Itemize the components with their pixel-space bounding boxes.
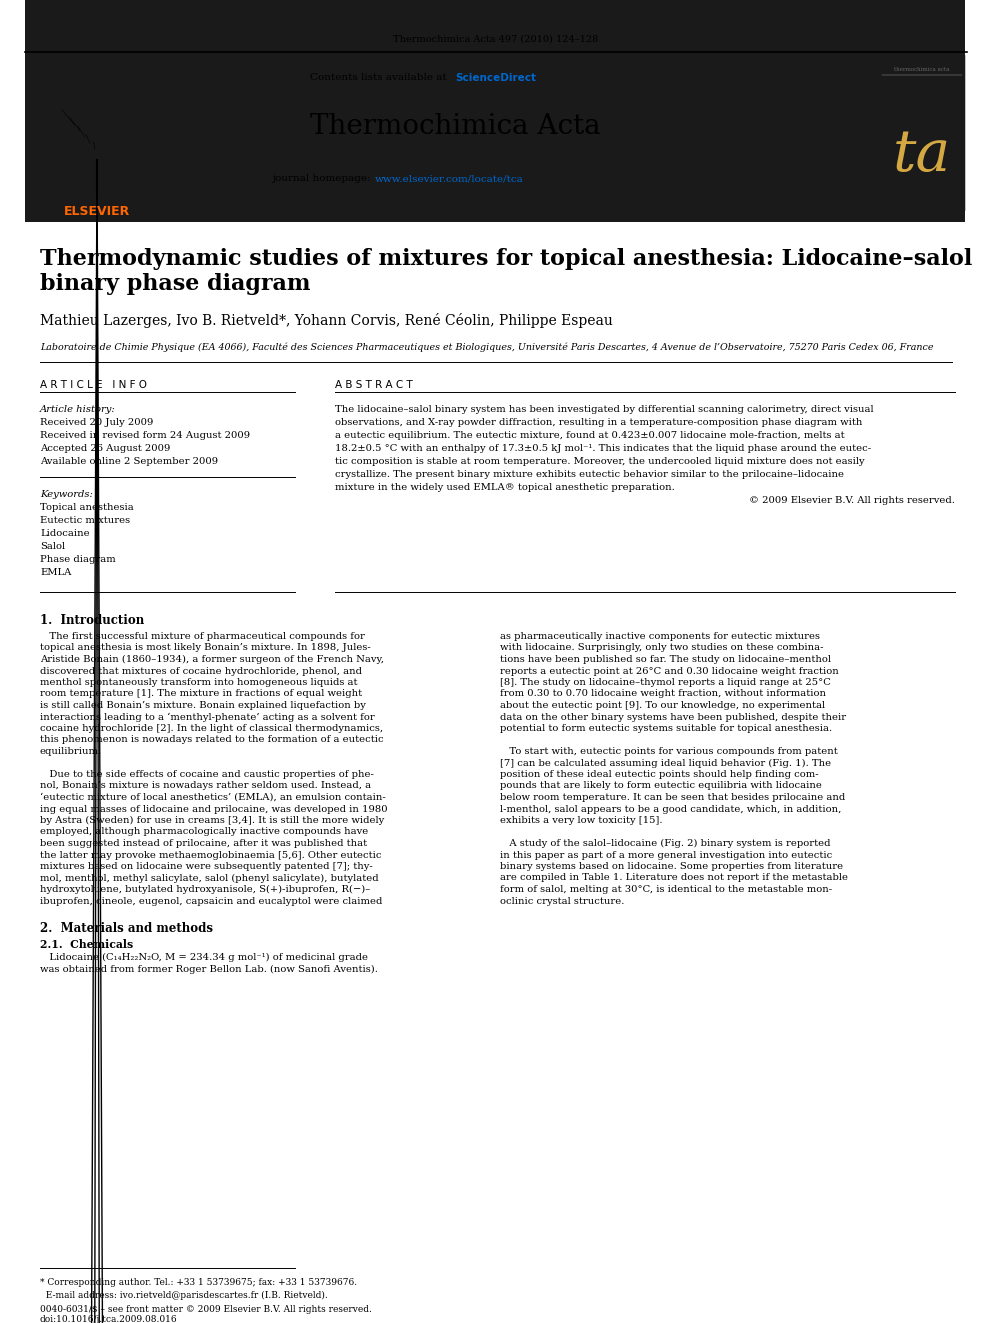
Text: position of these ideal eutectic points should help finding com-: position of these ideal eutectic points … bbox=[500, 770, 818, 779]
Text: The lidocaine–salol binary system has been investigated by differential scanning: The lidocaine–salol binary system has be… bbox=[335, 405, 874, 414]
Text: ScienceDirect: ScienceDirect bbox=[455, 73, 536, 83]
Text: Thermochimica Acta: Thermochimica Acta bbox=[310, 112, 600, 140]
Text: Available online 2 September 2009: Available online 2 September 2009 bbox=[40, 456, 218, 466]
Text: mol, menthol, methyl salicylate, salol (phenyl salicylate), butylated: mol, menthol, methyl salicylate, salol (… bbox=[40, 873, 379, 882]
Text: Article history:: Article history: bbox=[40, 405, 116, 414]
Text: doi:10.1016/j.tca.2009.08.016: doi:10.1016/j.tca.2009.08.016 bbox=[40, 1315, 178, 1323]
Text: © 2009 Elsevier B.V. All rights reserved.: © 2009 Elsevier B.V. All rights reserved… bbox=[749, 496, 955, 505]
Text: discovered that mixtures of cocaine hydrochloride, phenol, and: discovered that mixtures of cocaine hydr… bbox=[40, 667, 362, 676]
Text: ibuprofen, cineole, eugenol, capsaicin and eucalyptol were claimed: ibuprofen, cineole, eugenol, capsaicin a… bbox=[40, 897, 382, 905]
Text: Keywords:: Keywords: bbox=[40, 490, 93, 499]
Text: is still called Bonain’s mixture. Bonain explained liquefaction by: is still called Bonain’s mixture. Bonain… bbox=[40, 701, 366, 710]
Text: Contents lists available at: Contents lists available at bbox=[310, 73, 450, 82]
Text: observations, and X-ray powder diffraction, resulting in a temperature-compositi: observations, and X-ray powder diffracti… bbox=[335, 418, 862, 427]
Text: [7] can be calculated assuming ideal liquid behavior (Fig. 1). The: [7] can be calculated assuming ideal liq… bbox=[500, 758, 831, 767]
Text: ing equal masses of lidocaine and prilocaine, was developed in 1980: ing equal masses of lidocaine and priloc… bbox=[40, 804, 388, 814]
Text: Received in revised form 24 August 2009: Received in revised form 24 August 2009 bbox=[40, 431, 250, 441]
Text: 2.  Materials and methods: 2. Materials and methods bbox=[40, 922, 213, 935]
Text: Lidocaine: Lidocaine bbox=[40, 529, 89, 538]
Text: menthol spontaneously transform into homogeneous liquids at: menthol spontaneously transform into hom… bbox=[40, 677, 357, 687]
Text: crystallize. The present binary mixture exhibits eutectic behavior similar to th: crystallize. The present binary mixture … bbox=[335, 470, 844, 479]
Text: ELSEVIER: ELSEVIER bbox=[63, 205, 130, 218]
Text: form of salol, melting at 30°C, is identical to the metastable mon-: form of salol, melting at 30°C, is ident… bbox=[500, 885, 832, 894]
Text: Thermodynamic studies of mixtures for topical anesthesia: Lidocaine–salol
binary: Thermodynamic studies of mixtures for to… bbox=[40, 247, 972, 295]
Text: room temperature [1]. The mixture in fractions of equal weight: room temperature [1]. The mixture in fra… bbox=[40, 689, 362, 699]
Text: cocaine hydrochloride [2]. In the light of classical thermodynamics,: cocaine hydrochloride [2]. In the light … bbox=[40, 724, 383, 733]
Text: the latter may provoke methaemoglobinaemia [5,6]. Other eutectic: the latter may provoke methaemoglobinaem… bbox=[40, 851, 382, 860]
Text: ‘eutectic mixture of local anesthetics’ (EMLA), an emulsion contain-: ‘eutectic mixture of local anesthetics’ … bbox=[40, 792, 386, 802]
Text: E-mail address: ivo.rietveld@parisdescartes.fr (I.B. Rietveld).: E-mail address: ivo.rietveld@parisdescar… bbox=[40, 1291, 327, 1301]
Text: Topical anesthesia: Topical anesthesia bbox=[40, 503, 134, 512]
Text: employed, although pharmacologically inactive compounds have: employed, although pharmacologically ina… bbox=[40, 827, 368, 836]
Text: To start with, eutectic points for various compounds from patent: To start with, eutectic points for vario… bbox=[500, 747, 838, 755]
Text: 1.  Introduction: 1. Introduction bbox=[40, 614, 144, 627]
Text: mixtures based on lidocaine were subsequently patented [7]; thy-: mixtures based on lidocaine were subsequ… bbox=[40, 863, 373, 871]
Text: A B S T R A C T: A B S T R A C T bbox=[335, 380, 413, 390]
Text: ta: ta bbox=[893, 127, 951, 184]
Text: was obtained from former Roger Bellon Lab. (now Sanofi Aventis).: was obtained from former Roger Bellon La… bbox=[40, 964, 378, 974]
Text: Laboratoire de Chimie Physique (EA 4066), Faculté des Sciences Pharmaceutiques e: Laboratoire de Chimie Physique (EA 4066)… bbox=[40, 343, 933, 352]
Text: a eutectic equilibrium. The eutectic mixture, found at 0.423±0.007 lidocaine mol: a eutectic equilibrium. The eutectic mix… bbox=[335, 431, 844, 441]
Text: equilibrium.: equilibrium. bbox=[40, 747, 102, 755]
Text: Thermochimica Acta 497 (2010) 124–128: Thermochimica Acta 497 (2010) 124–128 bbox=[394, 34, 598, 44]
Text: this phenomenon is nowadays related to the formation of a eutectic: this phenomenon is nowadays related to t… bbox=[40, 736, 384, 745]
Text: interactions leading to a ‘menthyl-phenate’ acting as a solvent for: interactions leading to a ‘menthyl-phena… bbox=[40, 713, 375, 722]
Bar bbox=[25, 52, 195, 216]
Text: Eutectic mixtures: Eutectic mixtures bbox=[40, 516, 130, 525]
Text: Lidocaine (C₁₄H₂₂N₂O, M = 234.34 g mol⁻¹) of medicinal grade: Lidocaine (C₁₄H₂₂N₂O, M = 234.34 g mol⁻¹… bbox=[40, 953, 368, 962]
Text: been suggested instead of prilocaine, after it was published that: been suggested instead of prilocaine, af… bbox=[40, 839, 367, 848]
Text: The first successful mixture of pharmaceutical compounds for: The first successful mixture of pharmace… bbox=[40, 632, 365, 642]
Text: about the eutectic point [9]. To our knowledge, no experimental: about the eutectic point [9]. To our kno… bbox=[500, 701, 825, 710]
Text: hydroxytoluene, butylated hydroxyanisole, S(+)-ibuprofen, R(−)–: hydroxytoluene, butylated hydroxyanisole… bbox=[40, 885, 370, 894]
Text: [8]. The study on lidocaine–thymol reports a liquid range at 25°C: [8]. The study on lidocaine–thymol repor… bbox=[500, 677, 831, 687]
Text: 18.2±0.5 °C with an enthalpy of 17.3±0.5 kJ mol⁻¹. This indicates that the liqui: 18.2±0.5 °C with an enthalpy of 17.3±0.5… bbox=[335, 445, 871, 452]
Text: potential to form eutectic systems suitable for topical anesthesia.: potential to form eutectic systems suita… bbox=[500, 724, 832, 733]
Text: tic composition is stable at room temperature. Moreover, the undercooled liquid : tic composition is stable at room temper… bbox=[335, 456, 865, 466]
Text: exhibits a very low toxicity [15].: exhibits a very low toxicity [15]. bbox=[500, 816, 663, 826]
Text: by Astra (Sweden) for use in creams [3,4]. It is still the more widely: by Astra (Sweden) for use in creams [3,4… bbox=[40, 816, 384, 826]
Text: Mathieu Lazerges, Ivo B. Rietveld*, Yohann Corvis, René Céolin, Philippe Espeau: Mathieu Lazerges, Ivo B. Rietveld*, Yoha… bbox=[40, 314, 613, 328]
Text: nol, Bonain’s mixture is nowadays rather seldom used. Instead, a: nol, Bonain’s mixture is nowadays rather… bbox=[40, 782, 371, 791]
Text: below room temperature. It can be seen that besides prilocaine and: below room temperature. It can be seen t… bbox=[500, 792, 845, 802]
Bar bbox=[25, 52, 870, 216]
Text: Received 20 July 2009: Received 20 July 2009 bbox=[40, 418, 154, 427]
Text: 2.1.  Chemicals: 2.1. Chemicals bbox=[40, 939, 133, 950]
Text: mixture in the widely used EMLA® topical anesthetic preparation.: mixture in the widely used EMLA® topical… bbox=[335, 483, 675, 492]
Text: tions have been published so far. The study on lidocaine–menthol: tions have been published so far. The st… bbox=[500, 655, 831, 664]
Text: A R T I C L E   I N F O: A R T I C L E I N F O bbox=[40, 380, 147, 390]
Text: www.elsevier.com/locate/tca: www.elsevier.com/locate/tca bbox=[375, 175, 524, 183]
Bar bbox=[895, 0, 915, 60]
Text: Aristide Bonain (1860–1934), a former surgeon of the French Navy,: Aristide Bonain (1860–1934), a former su… bbox=[40, 655, 384, 664]
Text: pounds that are likely to form eutectic equilibria with lidocaine: pounds that are likely to form eutectic … bbox=[500, 782, 822, 791]
Text: are compiled in Table 1. Literature does not report if the metastable: are compiled in Table 1. Literature does… bbox=[500, 873, 848, 882]
Text: reports a eutectic point at 26°C and 0.30 lidocaine weight fraction: reports a eutectic point at 26°C and 0.3… bbox=[500, 667, 839, 676]
Text: l-menthol, salol appears to be a good candidate, which, in addition,: l-menthol, salol appears to be a good ca… bbox=[500, 804, 841, 814]
Text: journal homepage:: journal homepage: bbox=[272, 175, 374, 183]
Text: EMLA: EMLA bbox=[40, 568, 71, 577]
Text: from 0.30 to 0.70 lidocaine weight fraction, without information: from 0.30 to 0.70 lidocaine weight fract… bbox=[500, 689, 826, 699]
Bar bbox=[878, 56, 965, 210]
Text: data on the other binary systems have been published, despite their: data on the other binary systems have be… bbox=[500, 713, 846, 721]
Text: Salol: Salol bbox=[40, 542, 65, 550]
Text: * Corresponding author. Tel.: +33 1 53739675; fax: +33 1 53739676.: * Corresponding author. Tel.: +33 1 5373… bbox=[40, 1278, 357, 1287]
Text: with lidocaine. Surprisingly, only two studies on these combina-: with lidocaine. Surprisingly, only two s… bbox=[500, 643, 823, 652]
Text: 0040-6031/$ – see front matter © 2009 Elsevier B.V. All rights reserved.: 0040-6031/$ – see front matter © 2009 El… bbox=[40, 1304, 372, 1314]
Text: binary systems based on lidocaine. Some properties from literature: binary systems based on lidocaine. Some … bbox=[500, 863, 843, 871]
Text: Due to the side effects of cocaine and caustic properties of phe-: Due to the side effects of cocaine and c… bbox=[40, 770, 374, 779]
Text: in this paper as part of a more general investigation into eutectic: in this paper as part of a more general … bbox=[500, 851, 832, 860]
Text: topical anesthesia is most likely Bonain’s mixture. In 1898, Jules-: topical anesthesia is most likely Bonain… bbox=[40, 643, 371, 652]
Text: thermochimica acta: thermochimica acta bbox=[894, 67, 949, 71]
Text: as pharmaceutically inactive components for eutectic mixtures: as pharmaceutically inactive components … bbox=[500, 632, 820, 642]
Text: Phase diagram: Phase diagram bbox=[40, 556, 116, 564]
Text: Accepted 26 August 2009: Accepted 26 August 2009 bbox=[40, 445, 171, 452]
Text: A study of the salol–lidocaine (Fig. 2) binary system is reported: A study of the salol–lidocaine (Fig. 2) … bbox=[500, 839, 830, 848]
Text: oclinic crystal structure.: oclinic crystal structure. bbox=[500, 897, 624, 905]
